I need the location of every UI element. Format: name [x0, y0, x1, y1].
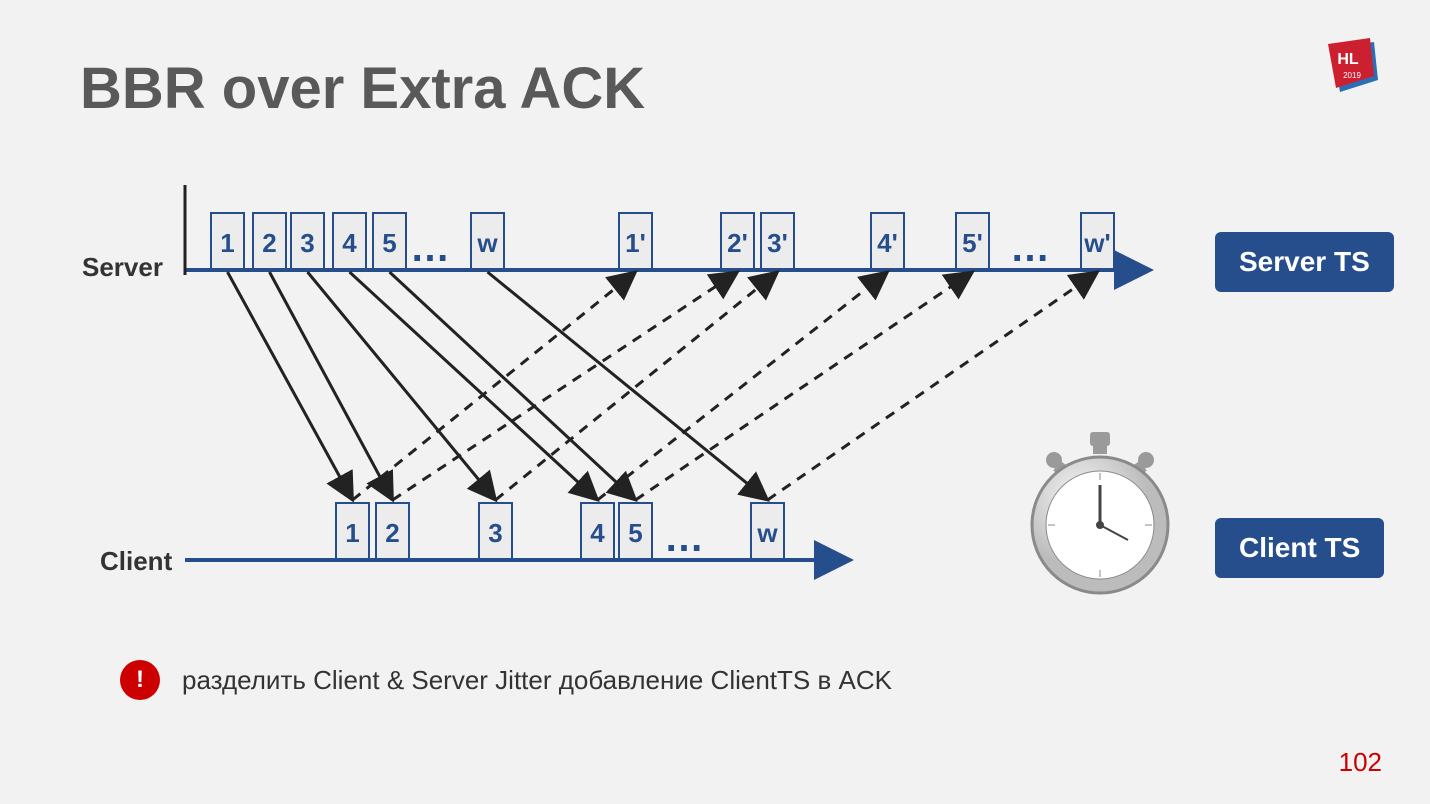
note-text: разделить Client & Server Jitter добавле… [182, 665, 892, 696]
server-packet: 4 [332, 212, 367, 270]
client-packet: 5 [618, 502, 653, 560]
hl-logo: HL 2019 [1322, 36, 1382, 96]
client-label: Client [100, 546, 172, 577]
server-packet: w' [1080, 212, 1115, 270]
note-row: ! разделить Client & Server Jitter добав… [120, 660, 892, 700]
stopwatch-icon [1020, 430, 1180, 600]
client-ts-badge: Client TS [1215, 518, 1384, 578]
server-packet: 1' [618, 212, 653, 270]
ellipsis: … [664, 516, 704, 561]
client-packet: 1 [335, 502, 370, 560]
server-packet: 3 [290, 212, 325, 270]
svg-text:2019: 2019 [1343, 71, 1361, 80]
server-ts-badge: Server TS [1215, 232, 1394, 292]
server-packet: w [470, 212, 505, 270]
server-packet: 1 [210, 212, 245, 270]
server-packet: 2' [720, 212, 755, 270]
client-packet: 3 [478, 502, 513, 560]
server-label: Server [82, 252, 163, 283]
server-packet: 4' [870, 212, 905, 270]
client-packet: w [750, 502, 785, 560]
client-packet: 2 [375, 502, 410, 560]
ellipsis: … [410, 226, 450, 271]
slide: BBR over Extra ACK HL 2019 Server Client… [0, 0, 1430, 804]
slide-title: BBR over Extra ACK [80, 55, 645, 122]
server-packet: 3' [760, 212, 795, 270]
svg-text:HL: HL [1337, 51, 1359, 68]
server-packet: 5 [372, 212, 407, 270]
ellipsis: … [1010, 226, 1050, 271]
alert-icon: ! [120, 660, 160, 700]
client-packet: 4 [580, 502, 615, 560]
server-packet: 5' [955, 212, 990, 270]
server-packet: 2 [252, 212, 287, 270]
page-number: 102 [1339, 747, 1382, 778]
